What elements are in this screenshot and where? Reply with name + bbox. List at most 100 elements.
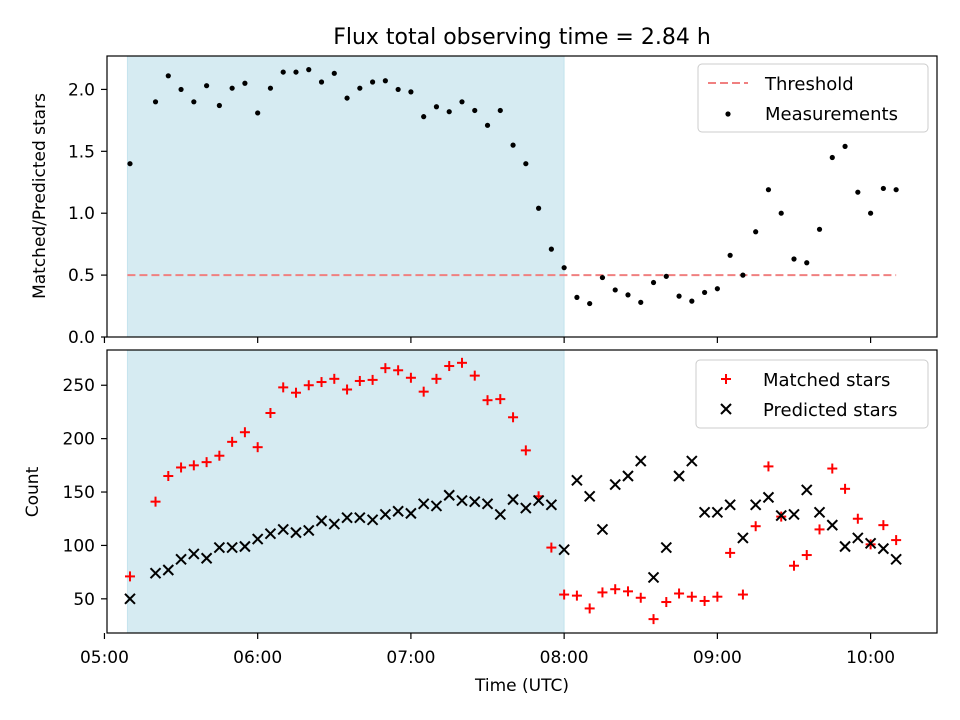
predicted-star-point — [392, 505, 404, 517]
predicted-star-point-b — [366, 514, 379, 526]
matched-stars-legend-swatch — [721, 374, 731, 384]
x-tick-label: 06:00 — [233, 648, 282, 668]
predicted-star-point — [813, 506, 826, 519]
measurement-point — [689, 298, 695, 304]
chart-title: Flux total observing time = 2.84 h — [333, 25, 711, 50]
top-plot-marks — [127, 67, 899, 307]
bottom-legend: Matched stars Predicted stars — [695, 359, 929, 429]
measurement-point — [127, 161, 133, 167]
matched-star-point — [329, 373, 340, 384]
bottom-y-axis-label: Count — [23, 466, 43, 517]
measurement-point — [663, 273, 669, 279]
measurement-point — [765, 187, 772, 193]
matched-star-point — [801, 550, 812, 561]
predicted-star-point-b — [149, 567, 162, 579]
predicted-star-point — [762, 491, 775, 504]
matched-star-point — [354, 375, 365, 386]
matched-star-point — [278, 382, 289, 393]
predicted-star-point-b — [826, 519, 838, 531]
predicted-star-point-b — [494, 508, 506, 521]
measurements-legend-swatch — [725, 111, 731, 117]
measurement-point — [778, 210, 784, 216]
matched-star-point — [227, 436, 238, 447]
matched-star-point — [546, 542, 557, 553]
matched-star-point — [520, 445, 531, 456]
predicted-star-point-b — [175, 553, 187, 566]
predicted-star-point-b — [303, 524, 315, 537]
measurement-point — [472, 107, 478, 114]
bottom-legend-box — [695, 359, 929, 429]
measurement-point — [204, 83, 210, 89]
measurement-point — [714, 286, 720, 292]
predicted-star-point-b — [864, 537, 877, 550]
measurement-point — [650, 279, 657, 286]
matched-star-point — [201, 457, 212, 468]
matched-star-point — [290, 387, 301, 398]
predicted-star-point — [443, 489, 455, 501]
predicted-star-point — [545, 499, 558, 511]
measurement-point — [178, 86, 184, 93]
predicted-star-point — [801, 484, 813, 496]
predicted-star-point-b — [481, 498, 494, 510]
predicted-star-point-b — [852, 532, 864, 544]
measurement-point — [727, 252, 733, 258]
measurement-point — [344, 95, 350, 101]
top-panel: 0.00.51.01.52.0 Matched/Predicted stars … — [30, 55, 938, 348]
predicted-star-point — [200, 552, 213, 564]
x-tick-label: 05:00 — [80, 648, 129, 668]
matched-star-point — [316, 377, 327, 388]
matched-star-point — [571, 590, 582, 601]
matched-swatch-mark — [721, 374, 731, 384]
predicted-star-point-b — [890, 553, 902, 566]
predicted-star-point — [239, 540, 251, 553]
predicted-star-point — [175, 553, 187, 566]
predicted-star-point — [469, 495, 481, 508]
predicted-star-point — [826, 519, 838, 531]
matched-star-point — [686, 591, 697, 602]
predicted-star-point — [162, 564, 174, 576]
matched-star-point — [661, 597, 672, 608]
x-tick-label: 07:00 — [386, 648, 435, 668]
measurement-point — [702, 289, 708, 296]
measurement-point — [842, 143, 848, 149]
predicted-star-point — [149, 567, 162, 579]
matched-star-point — [852, 513, 863, 524]
predicted-star-point-b — [379, 508, 392, 521]
predicted-star-point — [379, 508, 392, 521]
matched-star-point — [891, 535, 902, 546]
measurement-point — [216, 102, 222, 109]
predicted-star-point-b — [532, 494, 545, 507]
predicted-star-point — [877, 542, 890, 555]
predicted-star-point-b — [443, 489, 455, 501]
bottom-panel: 05:00 06:00 07:00 08:00 09:00 10:00 50 100 150 20… — [23, 349, 938, 696]
predicted-star-point — [788, 508, 800, 521]
predicted-star-point — [430, 500, 443, 512]
top-axis-ticks: 0.0 0.5 1.0 1.5 2.0 — [68, 80, 872, 348]
matched-star-point — [380, 363, 391, 374]
predicted-star-point-b — [290, 526, 302, 539]
matched-star-point — [878, 520, 889, 531]
top-legend-box — [697, 63, 929, 133]
predicted-star-point-b — [226, 541, 238, 554]
matched-star-point — [584, 603, 595, 614]
predicted-star-point — [864, 537, 877, 550]
predicted-star-point — [481, 498, 494, 510]
matched-star-point — [265, 408, 276, 419]
measurement-point — [612, 287, 618, 293]
measurement-point — [548, 246, 554, 252]
matched-star-point — [393, 365, 404, 376]
predicted-star-point-b — [545, 499, 558, 511]
predicted-stars-legend-swatch — [720, 403, 732, 415]
measurement-point — [829, 154, 835, 161]
predicted-star-point — [277, 523, 289, 536]
matched-star-point — [303, 380, 314, 391]
measurement-point — [868, 210, 874, 216]
x-axis-label: Time (UTC) — [474, 676, 569, 696]
predicted-star-point-b — [724, 499, 736, 511]
threshold-legend-label: Threshold — [764, 74, 854, 95]
predicted-star-point — [647, 571, 660, 584]
predicted-star-point — [341, 511, 353, 524]
measurement-point — [599, 274, 606, 281]
predicted-star-point — [303, 524, 315, 537]
matched-star-point — [699, 595, 710, 606]
